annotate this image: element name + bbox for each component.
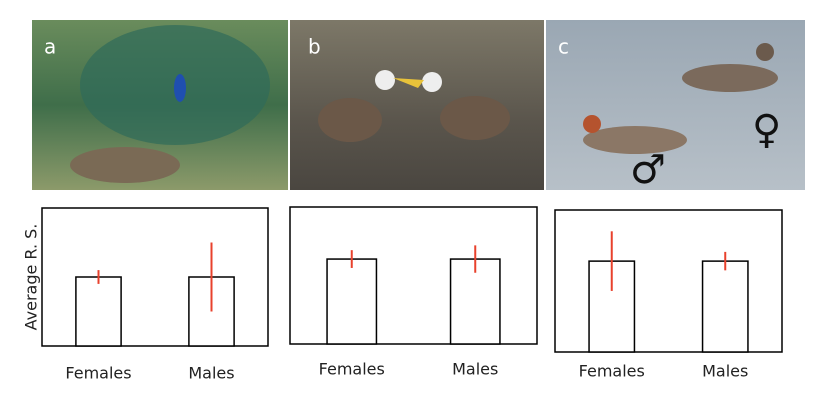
x-tick-label: Males	[452, 360, 498, 379]
plot-frame	[289, 206, 538, 345]
photo-a: a	[32, 20, 288, 190]
panel-label: c	[558, 35, 569, 59]
photo-c: c ♂ ♀	[546, 20, 805, 193]
plot-frame	[554, 209, 783, 353]
panel-label: a	[44, 35, 56, 59]
plot-frame	[41, 207, 269, 347]
male-symbol: ♂	[630, 147, 666, 193]
y-axis-label: Average R. S.	[22, 224, 41, 331]
bar	[326, 258, 378, 345]
x-tick-label: Males	[188, 364, 234, 383]
x-tick-label: Males	[702, 362, 748, 381]
photo-b: b	[290, 20, 544, 190]
x-tick-label: Females	[65, 364, 131, 383]
bar	[75, 276, 122, 347]
panel-label: b	[308, 35, 321, 59]
female-symbol: ♀	[752, 107, 781, 153]
x-tick-label: Females	[579, 362, 645, 381]
bar	[701, 260, 749, 353]
x-tick-label: Females	[319, 360, 385, 379]
bar	[449, 258, 501, 345]
